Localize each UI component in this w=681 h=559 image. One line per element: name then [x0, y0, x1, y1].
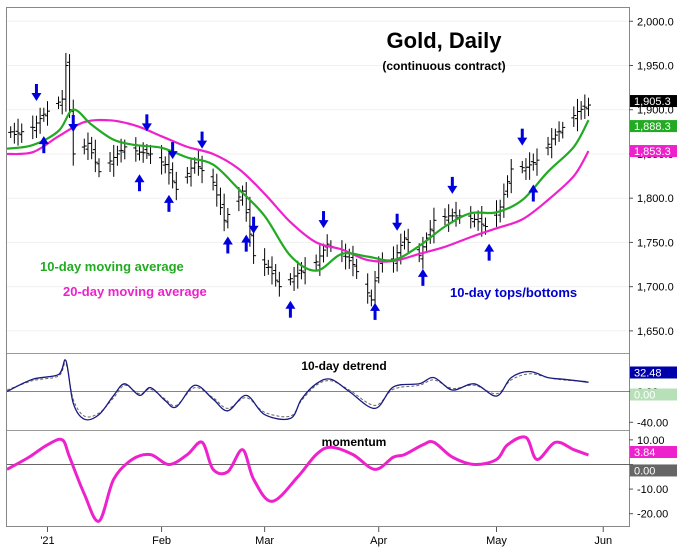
bottom-arrow-icon	[417, 268, 428, 286]
price-tick-label: 1,900.0	[637, 105, 674, 117]
price-last-value: 1,853.3	[634, 146, 671, 158]
top-arrow-icon	[447, 176, 458, 194]
price-last-value: 1,905.3	[634, 96, 671, 108]
ma10-line	[7, 108, 590, 272]
top-arrow-icon	[141, 114, 152, 132]
chart-subtitle: (continuous contract)	[382, 59, 505, 73]
x-tick-label: Mar	[255, 535, 274, 547]
top-arrow-icon	[248, 216, 259, 234]
bottom-arrow-icon	[241, 234, 252, 252]
momentum-tick-label: -20.00	[637, 509, 668, 521]
price-tick-label: 1,950.0	[637, 61, 674, 73]
detrend-signal-line	[7, 362, 589, 418]
momentum-title: momentum	[322, 435, 387, 449]
x-tick-label: Feb	[152, 535, 171, 547]
detrend-pane: 0.00-40.00 32.480.00 10-day detrend	[7, 359, 677, 429]
cycles-annotation: 10-day tops/bottoms	[450, 285, 577, 300]
price-tick-label: 1,750.0	[637, 237, 674, 249]
top-arrow-icon	[318, 211, 329, 229]
x-tick-label: Jun	[594, 535, 612, 547]
bottom-arrow-icon	[134, 174, 145, 192]
momentum-last-value: 3.84	[634, 447, 655, 459]
x-axis: '21 Feb Mar Apr May Jun	[7, 526, 629, 547]
detrend-zero-value-box	[630, 388, 677, 401]
price-tick-label: 2,000.0	[637, 16, 674, 28]
momentum-line	[7, 435, 590, 523]
ma20-line	[7, 118, 590, 263]
momentum-tick-label: -10.00	[637, 484, 668, 496]
momentum-zero-value-box	[630, 464, 677, 477]
x-tick-label: May	[486, 535, 507, 547]
detrend-tick-label: -40.00	[637, 417, 668, 429]
detrend-zero-value: 0.00	[634, 390, 655, 402]
price-last-value: 1,888.3	[634, 121, 671, 133]
top-arrow-icon	[167, 142, 178, 160]
price-tick-label: 1,800.0	[637, 193, 674, 205]
top-arrow-icon	[392, 213, 403, 231]
top-arrow-icon	[197, 131, 208, 149]
detrend-title: 10-day detrend	[301, 359, 386, 373]
price-tick-label: 1,700.0	[637, 282, 674, 294]
bottom-arrow-icon	[528, 184, 539, 202]
bottom-arrow-icon	[370, 302, 381, 320]
detrend-last-value-box	[630, 366, 677, 379]
momentum-tick-label: 10.00	[637, 435, 665, 447]
x-tick-label: Apr	[370, 535, 387, 547]
top-arrow-icon	[517, 128, 528, 146]
momentum-zero-value: 0.00	[634, 465, 655, 477]
bottom-arrow-icon	[484, 243, 495, 261]
bottom-arrow-icon	[285, 300, 296, 318]
momentum-pane: 10.00 -10.00 -20.00 3.84 0.00 momentum	[7, 435, 677, 523]
top-arrow-icon	[31, 84, 42, 101]
price-tick-label: 1,650.0	[637, 326, 674, 338]
price-last-value-box	[630, 95, 677, 108]
detrend-line	[7, 359, 589, 421]
chart-title: Gold, Daily	[387, 28, 503, 53]
x-tick-label: '21	[40, 535, 54, 547]
price-last-value-box	[630, 145, 677, 158]
detrend-last-value: 32.48	[634, 367, 662, 379]
ma20-annotation: 20-day moving average	[63, 284, 207, 299]
bottom-arrow-icon	[163, 194, 174, 212]
momentum-last-value-box	[630, 446, 677, 459]
price-pane: 2,000.01,950.01,900.01,850.01,800.01,750…	[7, 16, 677, 338]
top-arrow-icon	[68, 114, 79, 132]
ma10-annotation: 10-day moving average	[40, 259, 184, 274]
price-last-value-box	[630, 120, 677, 133]
bottom-arrow-icon	[222, 236, 233, 254]
bottom-arrow-icon	[38, 136, 49, 154]
